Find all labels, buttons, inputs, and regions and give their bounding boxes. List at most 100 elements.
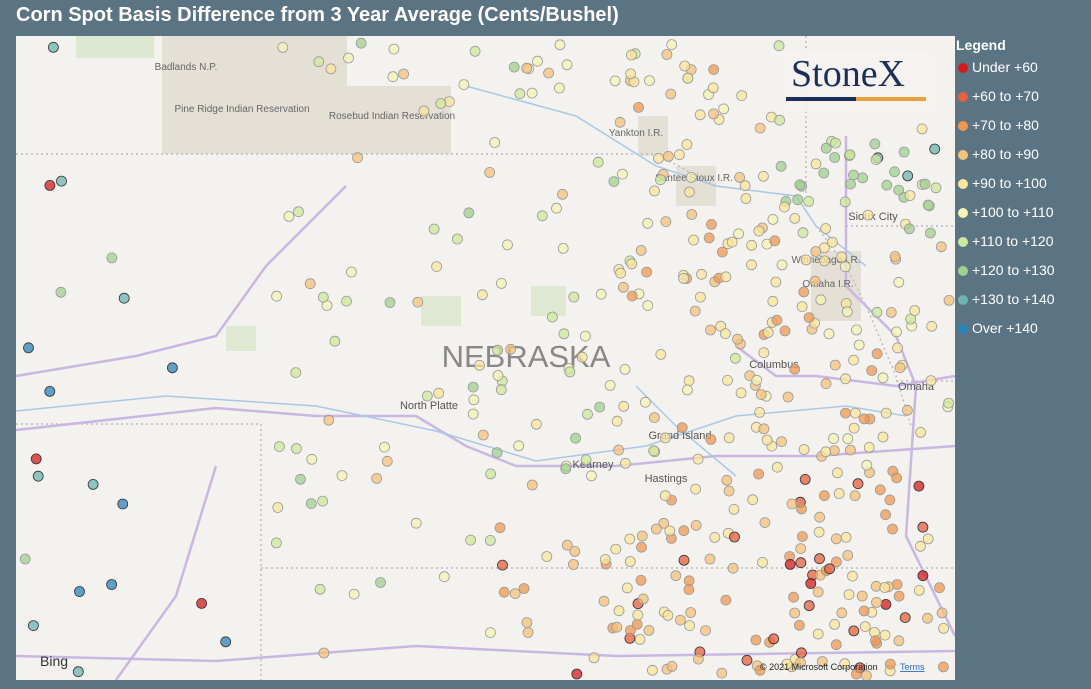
location-dot[interactable]	[893, 184, 905, 196]
location-dot[interactable]	[626, 49, 637, 61]
location-dot[interactable]	[323, 414, 335, 426]
legend-item[interactable]: +110 to +120	[956, 233, 1055, 262]
location-dot[interactable]	[732, 333, 743, 345]
location-dot[interactable]	[740, 193, 752, 204]
location-dot[interactable]	[618, 281, 629, 293]
location-dot[interactable]	[829, 152, 841, 163]
location-dot[interactable]	[610, 543, 622, 555]
location-dot[interactable]	[418, 105, 430, 117]
location-dot[interactable]	[814, 511, 825, 523]
location-dot[interactable]	[858, 413, 870, 425]
location-dot[interactable]	[313, 56, 325, 68]
location-dot[interactable]	[757, 557, 768, 568]
location-dot[interactable]	[647, 664, 658, 676]
map[interactable]: Badlands N.P. Pine Ridge Indian Reservat…	[16, 36, 955, 680]
location-dot[interactable]	[682, 72, 694, 84]
location-dot[interactable]	[797, 227, 809, 239]
location-dot[interactable]	[592, 156, 604, 168]
location-dot[interactable]	[509, 588, 521, 599]
location-dot[interactable]	[513, 440, 525, 452]
location-dot[interactable]	[678, 525, 690, 537]
location-dot[interactable]	[805, 578, 817, 589]
location-dot[interactable]	[619, 363, 631, 375]
location-dot[interactable]	[678, 272, 690, 284]
location-dot[interactable]	[845, 178, 856, 190]
location-dot[interactable]	[625, 68, 636, 80]
location-dot[interactable]	[820, 378, 832, 390]
location-dot[interactable]	[526, 479, 538, 491]
location-dot[interactable]	[829, 619, 840, 630]
location-dot[interactable]	[723, 432, 735, 444]
location-dot[interactable]	[637, 593, 649, 605]
location-dot[interactable]	[706, 218, 717, 230]
location-dot[interactable]	[649, 412, 660, 424]
location-dot[interactable]	[379, 441, 390, 453]
location-dot[interactable]	[809, 275, 821, 287]
location-dot[interactable]	[877, 431, 889, 443]
location-dot[interactable]	[929, 143, 941, 155]
legend-item[interactable]: +80 to +90	[956, 146, 1055, 175]
location-dot[interactable]	[741, 654, 753, 666]
location-dot[interactable]	[689, 305, 701, 317]
location-dot[interactable]	[810, 158, 822, 170]
location-dot[interactable]	[758, 423, 770, 435]
location-dot[interactable]	[746, 239, 757, 251]
location-dot[interactable]	[938, 623, 949, 634]
location-dot[interactable]	[492, 344, 504, 356]
location-dot[interactable]	[558, 328, 570, 340]
location-dot[interactable]	[314, 583, 326, 595]
location-dot[interactable]	[880, 407, 892, 419]
location-dot[interactable]	[491, 447, 503, 459]
location-dot[interactable]	[505, 343, 517, 355]
location-dot[interactable]	[684, 620, 695, 631]
location-dot[interactable]	[754, 664, 766, 676]
location-dot[interactable]	[345, 266, 357, 278]
location-dot[interactable]	[779, 201, 790, 213]
location-dot[interactable]	[666, 39, 678, 51]
location-dot[interactable]	[861, 670, 872, 680]
location-dot[interactable]	[893, 635, 905, 647]
legend-item[interactable]: +100 to +110	[956, 204, 1055, 233]
location-dot[interactable]	[810, 246, 822, 257]
legend-item[interactable]: +70 to +80	[956, 117, 1055, 146]
location-dot[interactable]	[686, 171, 697, 183]
location-dot[interactable]	[166, 362, 178, 374]
location-dot[interactable]	[726, 236, 738, 248]
location-dot[interactable]	[800, 254, 812, 266]
location-dot[interactable]	[721, 474, 733, 486]
location-dot[interactable]	[926, 320, 938, 332]
location-dot[interactable]	[412, 296, 424, 308]
location-dot[interactable]	[769, 235, 781, 247]
location-dot[interactable]	[734, 171, 745, 183]
location-dot[interactable]	[624, 556, 636, 567]
location-dot[interactable]	[789, 607, 801, 619]
location-dot[interactable]	[438, 571, 450, 583]
location-dot[interactable]	[428, 223, 440, 235]
location-dot[interactable]	[815, 294, 827, 306]
location-dot[interactable]	[803, 312, 815, 324]
location-dot[interactable]	[943, 294, 955, 306]
location-dot[interactable]	[663, 151, 674, 162]
location-dot[interactable]	[841, 306, 853, 318]
location-dot[interactable]	[684, 186, 695, 198]
location-dot[interactable]	[495, 277, 507, 289]
legend-item[interactable]: Under +60	[956, 59, 1055, 88]
location-dot[interactable]	[803, 195, 815, 207]
location-dot[interactable]	[293, 206, 304, 218]
location-dot[interactable]	[599, 554, 611, 565]
location-dot[interactable]	[23, 342, 34, 354]
location-dot[interactable]	[774, 114, 785, 126]
location-dot[interactable]	[306, 453, 318, 465]
location-dot[interactable]	[862, 209, 874, 221]
location-dot[interactable]	[384, 297, 396, 308]
location-dot[interactable]	[317, 291, 329, 303]
location-dot[interactable]	[889, 251, 901, 262]
location-dot[interactable]	[643, 625, 655, 636]
location-dot[interactable]	[421, 390, 433, 402]
location-dot[interactable]	[676, 422, 688, 434]
location-dot[interactable]	[670, 570, 682, 582]
location-dot[interactable]	[852, 478, 864, 490]
location-dot[interactable]	[750, 634, 762, 646]
location-dot[interactable]	[87, 478, 99, 490]
location-dot[interactable]	[355, 37, 367, 49]
